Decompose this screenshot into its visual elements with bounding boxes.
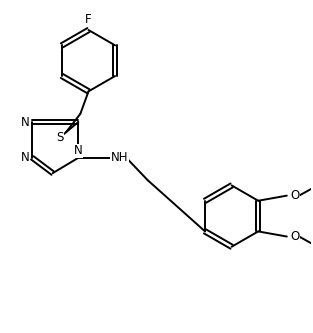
Text: N: N <box>21 116 29 129</box>
Text: O: O <box>290 230 300 243</box>
Text: NH: NH <box>110 151 128 164</box>
Text: F: F <box>85 13 92 26</box>
Text: N: N <box>74 144 83 157</box>
Text: S: S <box>56 131 64 144</box>
Text: N: N <box>21 151 29 164</box>
Text: O: O <box>290 189 300 202</box>
